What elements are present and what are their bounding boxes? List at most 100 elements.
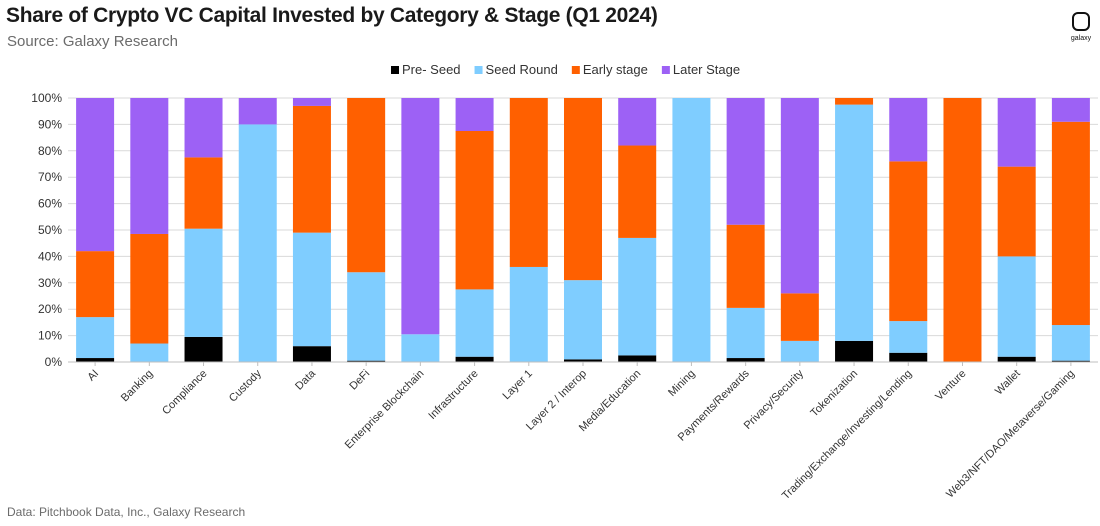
bar-segment [76,317,115,359]
x-tick-label: AI [85,368,101,384]
chart-subtitle: Source: Galaxy Research [7,33,178,50]
legend-swatch [474,66,483,74]
x-tick-label: Compliance [160,368,210,418]
bar-segment [292,105,331,233]
x-tick-label: Layer 1 [500,368,534,402]
bar-segment [889,161,928,322]
bar-segment [1051,121,1090,326]
legend-label: Pre- Seed [402,62,461,77]
bar-segment [292,346,331,362]
y-tick-label: 100% [31,91,62,105]
bar-segment [780,98,819,294]
bar-segment [1051,98,1090,122]
bar-segment [184,228,223,337]
bar-segment [455,356,494,362]
bar-segment [835,98,874,105]
bar-segment [1051,360,1090,362]
x-tick-label: Mining [666,368,697,399]
bar-segment [347,98,386,273]
y-tick-label: 60% [38,197,62,211]
bar-segment [726,358,765,362]
bar-segment [889,321,928,353]
bar-segment [455,289,494,357]
y-tick-label: 0% [45,355,63,369]
galaxy-logo-icon [1072,12,1090,31]
bar-segment [347,272,386,361]
chart-title: Share of Crypto VC Capital Invested by C… [6,4,658,27]
bar-segment [401,334,440,362]
x-tick-label: Wallet [993,368,1023,398]
bar-segment [564,280,602,360]
galaxy-logo-text: galaxy [1070,35,1092,42]
bar-segment [726,98,765,225]
legend-label: Later Stage [673,62,740,77]
bar-segment [618,98,657,146]
bar-segment [835,340,874,362]
bar-segment [618,237,657,356]
data-source-note: Data: Pitchbook Data, Inc., Galaxy Resea… [7,505,246,519]
bar-segment [184,336,223,362]
x-tick-label: Custody [227,367,264,404]
y-tick-label: 90% [38,117,62,131]
bar-segment [238,98,277,125]
y-tick-label: 40% [38,249,62,263]
bar-segment [292,232,331,347]
legend-swatch [661,66,670,74]
bar-segment [347,360,386,362]
legend: Pre- Seed Seed Round Early stage Later Stag… [391,62,740,77]
y-axis: 0% 10% 20% 30% 40% 50% 60% 70% 80% 90% 100% [31,91,62,369]
y-tick-label: 20% [38,302,62,316]
y-tick-label: 10% [38,329,62,343]
bar-segment [618,145,657,238]
bar-segment [184,98,223,158]
y-tick-label: 80% [38,144,62,158]
bar-segment [130,343,169,362]
bar-segment [455,98,494,131]
bar-segment [401,98,440,335]
bar-segment [889,98,928,162]
bar-segment [76,98,115,252]
y-tick-label: 50% [38,223,62,237]
legend-label: Seed Round [486,62,558,77]
bar-segment [130,98,169,234]
bar-segment [184,157,223,229]
bar-segment [943,98,982,362]
bar-segment [997,98,1036,167]
bar-segment [292,98,331,106]
galaxy-logo: galaxy [1066,12,1096,48]
stacked-bar-chart: 0% 10% 20% 30% 40% 50% 60% 70% 80% 90% 100% AI Bank… [31,62,1098,502]
bar-segment [76,358,115,362]
bar-segment [997,356,1036,362]
bars [76,98,1090,363]
bar-segment [1051,325,1090,361]
legend-swatch [391,66,399,74]
x-tick-label: Data [293,367,319,393]
bar-segment [835,104,874,341]
x-tick-label: Banking [119,368,156,405]
bar-segment [889,352,928,362]
bar-segment [780,293,819,341]
legend-swatch [571,66,580,74]
bar-segment [780,340,819,362]
x-tick-label: Infrastructure [426,368,480,422]
bar-segment [130,233,169,344]
legend-label: Early stage [583,62,648,77]
x-tick-label: DeFi [347,368,372,393]
bar-segment [997,166,1036,257]
bar-segment [726,224,765,308]
bar-segment [509,98,548,267]
bar-segment [672,98,711,362]
y-tick-label: 70% [38,170,62,184]
bar-segment [455,131,494,290]
bar-segment [564,98,602,281]
bar-segment [618,355,657,362]
x-tick-label: Venture [933,368,968,403]
bar-segment [726,307,765,359]
bar-segment [997,256,1036,357]
bar-segment [564,359,602,362]
x-tick-label: Tokenization [808,368,860,420]
bar-segment [238,124,277,363]
bar-segment [76,251,115,318]
bar-segment [509,266,548,362]
x-axis: AI Banking Compliance Custody Data DeFiEnterp… [68,361,1098,502]
